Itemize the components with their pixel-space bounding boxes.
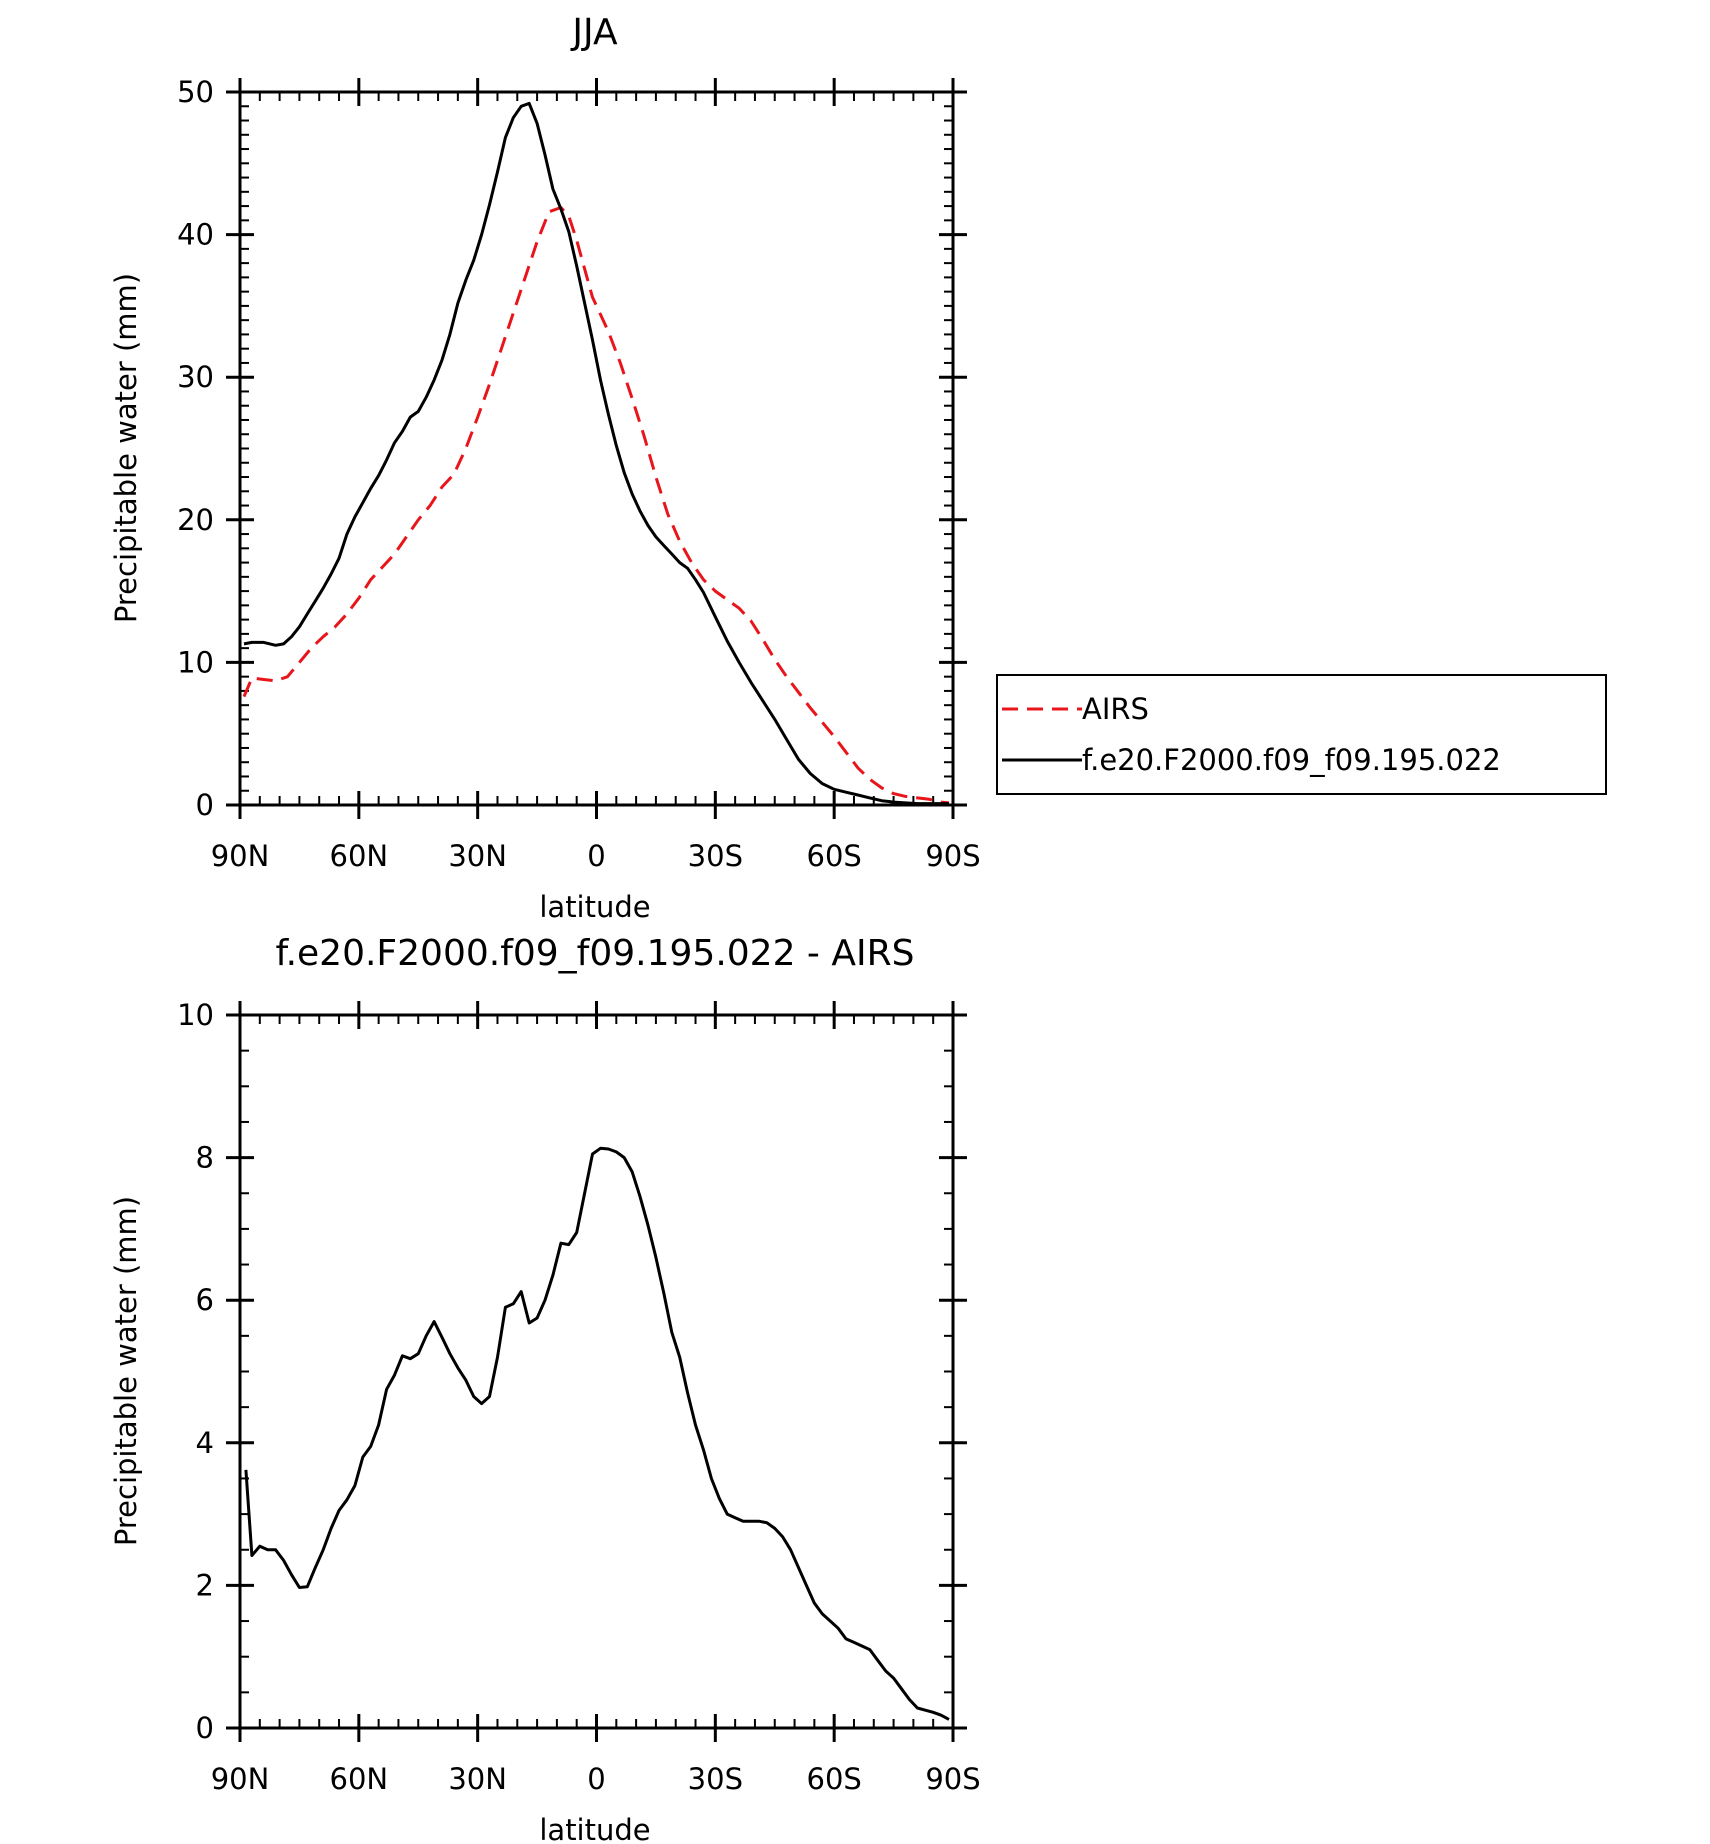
- top-x-tick-label: 0: [587, 839, 605, 873]
- top-x-tick-labels: 90N 60N 30N 0 30S 60S 90S: [211, 839, 981, 873]
- top-x-tick-label: 60N: [330, 839, 389, 873]
- bottom-x-tick-label: 90S: [925, 1762, 980, 1796]
- top-series-line-airs: [242, 206, 950, 805]
- bottom-x-tick-label: 30N: [448, 1762, 507, 1796]
- top-x-tick-label: 30N: [448, 839, 507, 873]
- bottom-plot-frame: [238, 1013, 955, 1730]
- legend-label-airs: AIRS: [1082, 692, 1149, 726]
- top-tick-marks: [226, 78, 967, 819]
- top-y-tick-label: 30: [177, 360, 214, 394]
- bottom-x-tick-label: 30S: [688, 1762, 743, 1796]
- top-chart-title: JJA: [570, 12, 618, 53]
- top-x-axis-label: latitude: [539, 890, 650, 924]
- bottom-tick-marks: [226, 1001, 967, 1742]
- bottom-x-tick-labels: 90N 60N 30N 0 30S 60S 90S: [211, 1762, 981, 1796]
- bottom-x-tick-label: 90N: [211, 1762, 270, 1796]
- top-plot-frame: [238, 90, 955, 807]
- top-y-tick-label: 0: [196, 788, 214, 822]
- bottom-x-tick-label: 60N: [330, 1762, 389, 1796]
- bottom-y-axis-label: Precipitable water (mm): [109, 1196, 143, 1546]
- top-x-tick-label: 90N: [211, 839, 270, 873]
- legend: AIRS f.e20.F2000.f09_f09.195.022: [996, 674, 1607, 795]
- top-y-tick-label: 50: [177, 75, 214, 109]
- bottom-y-tick-label: 10: [177, 998, 214, 1032]
- bottom-y-tick-label: 8: [196, 1141, 214, 1175]
- top-panel: JJA 0 10 20 30 40 50 90N 60N 30N 0 30S 60S 90S lati…: [109, 12, 981, 924]
- bottom-x-tick-label: 0: [587, 1762, 605, 1796]
- bottom-y-tick-label: 2: [196, 1568, 214, 1602]
- legend-box: [996, 674, 1607, 795]
- bottom-x-tick-label: 60S: [807, 1762, 862, 1796]
- top-x-tick-label: 90S: [925, 839, 980, 873]
- legend-label-model: f.e20.F2000.f09_f09.195.022: [1082, 743, 1501, 777]
- top-y-tick-labels: 0 10 20 30 40 50: [177, 75, 214, 822]
- bottom-panel: f.e20.F2000.f09_f09.195.022 - AIRS 0 2 4 6 8…: [109, 933, 981, 1844]
- top-y-tick-label: 20: [177, 503, 214, 537]
- bottom-y-tick-label: 6: [196, 1283, 214, 1317]
- top-y-axis-label: Precipitable water (mm): [109, 273, 143, 623]
- bottom-chart-title: f.e20.F2000.f09_f09.195.022 - AIRS: [276, 933, 915, 974]
- top-series-lines: [242, 101, 950, 806]
- top-series-line-model: [243, 101, 949, 806]
- top-x-tick-label: 60S: [807, 839, 862, 873]
- top-y-tick-label: 40: [177, 218, 214, 252]
- bottom-series-line-difference: [244, 1146, 950, 1721]
- top-y-tick-label: 10: [177, 645, 214, 679]
- bottom-y-tick-labels: 0 2 4 6 8 10: [177, 998, 214, 1745]
- bottom-x-axis-label: latitude: [539, 1813, 650, 1844]
- top-x-tick-label: 30S: [688, 839, 743, 873]
- bottom-y-tick-label: 4: [196, 1426, 214, 1460]
- bottom-series-lines: [244, 1146, 950, 1721]
- bottom-y-tick-label: 0: [196, 1711, 214, 1745]
